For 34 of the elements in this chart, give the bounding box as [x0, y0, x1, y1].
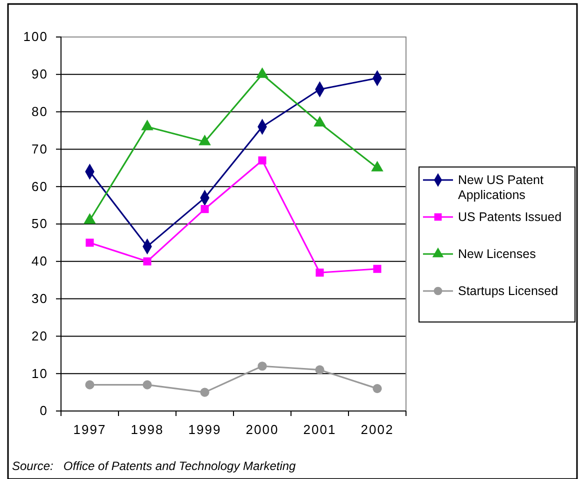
- y-tick-label: 90: [32, 66, 48, 82]
- y-tick-label: 30: [32, 290, 48, 306]
- legend-label: New Licenses: [458, 247, 536, 261]
- point: [258, 156, 266, 164]
- x-tick-label: 1999: [188, 422, 222, 438]
- legend-label: Startups Licensed: [458, 284, 558, 298]
- point: [316, 268, 324, 277]
- x-tick-label: 1997: [73, 422, 106, 438]
- point: [142, 380, 152, 390]
- legend-label: US Patents Issued: [458, 210, 562, 224]
- x-tick-label: 2001: [303, 422, 336, 438]
- point: [372, 384, 382, 394]
- point: [86, 238, 94, 247]
- point: [143, 257, 152, 266]
- legend-label: New US Patent Applications: [458, 173, 544, 202]
- y-tick-label: 60: [32, 178, 48, 194]
- x-tick-label: 2000: [246, 422, 279, 438]
- point: [200, 205, 209, 214]
- point: [315, 365, 324, 374]
- source-note: Source: Office of Patents and Technology Marketing: [12, 459, 296, 473]
- point: [85, 380, 94, 390]
- point: [200, 388, 210, 397]
- point: [373, 264, 382, 273]
- y-tick-label: 70: [32, 141, 48, 156]
- y-tick-label: 40: [32, 254, 48, 269]
- y-tick-label: 100: [23, 29, 48, 44]
- y-tick-label: 20: [32, 328, 48, 344]
- point: [258, 362, 267, 371]
- x-tick-label: 2002: [360, 422, 394, 438]
- y-tick-label: 10: [32, 366, 48, 381]
- y-tick-label: 0: [40, 403, 48, 418]
- x-tick-label: 1998: [130, 422, 164, 438]
- y-tick-label: 80: [32, 104, 48, 119]
- y-tick-label: 50: [32, 216, 48, 232]
